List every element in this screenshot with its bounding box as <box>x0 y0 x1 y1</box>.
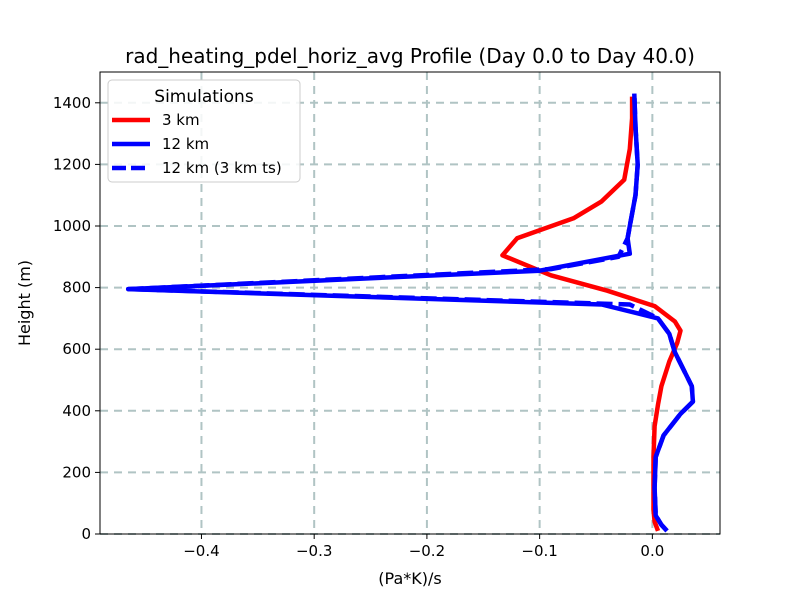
x-tick-label: 0.0 <box>640 542 664 560</box>
y-tick-label: 400 <box>62 402 91 420</box>
y-tick-label: 1000 <box>53 217 91 235</box>
axis-ticks: −0.4 −0.3 −0.2 −0.1 0.0 0 200 400 600 800 1000 1200… <box>53 94 664 560</box>
chart-title: rad_heating_pdel_horiz_avg Profile (Day … <box>125 44 695 68</box>
legend-label-12km: 12 km <box>162 135 209 153</box>
x-tick-label: −0.4 <box>183 542 219 560</box>
x-axis-label: (Pa*K)/s <box>378 569 441 588</box>
x-tick-label: −0.1 <box>521 542 557 560</box>
legend-label-3km: 3 km <box>162 111 200 129</box>
y-tick-label: 1400 <box>53 94 91 112</box>
series-lines <box>125 93 696 533</box>
plot-frame <box>99 71 721 535</box>
legend-title: Simulations <box>154 87 254 107</box>
legend: Simulations 3 km 12 km 12 km (3 km ts) <box>107 79 301 183</box>
legend-box <box>107 79 301 183</box>
y-tick-label: 600 <box>62 340 91 358</box>
y-tick-label: 0 <box>81 525 91 543</box>
y-axis-label: Height (m) <box>15 260 34 346</box>
series-line-12km-3km-ts <box>125 93 696 533</box>
y-tick-label: 200 <box>62 463 91 481</box>
x-tick-label: −0.2 <box>409 542 445 560</box>
x-tick-label: −0.3 <box>296 542 332 560</box>
legend-label-12km-3km-ts: 12 km (3 km ts) <box>162 159 282 177</box>
y-tick-label: 800 <box>62 279 91 297</box>
y-tick-label: 1200 <box>53 155 91 173</box>
